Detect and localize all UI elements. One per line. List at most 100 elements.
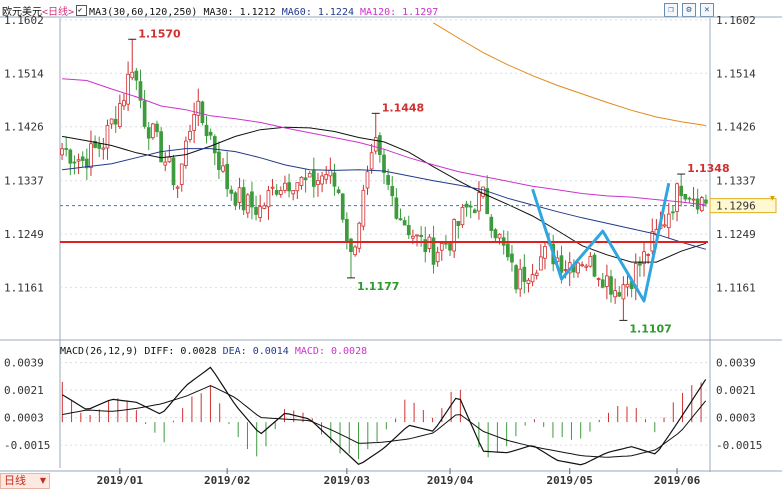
candle-body: [402, 220, 407, 226]
price-tick-left: 1.1337: [4, 175, 44, 188]
date-tick-label: 2019/02: [204, 474, 250, 487]
candle-body: [592, 254, 597, 277]
candle-body: [584, 265, 589, 268]
candle-body: [514, 265, 518, 290]
candle-body: [489, 216, 494, 231]
candle-body: [109, 118, 114, 125]
candle-body: [468, 205, 473, 208]
macd-tick-right: 0.0039: [716, 357, 756, 370]
candle-body: [439, 243, 444, 251]
price-tick-left: 1.1161: [4, 282, 44, 295]
period-tab[interactable]: 日线 ▼: [0, 473, 50, 489]
candle-body: [233, 192, 238, 206]
candle-body: [431, 237, 436, 265]
candle-body: [200, 101, 205, 124]
candle-body: [419, 235, 423, 238]
date-tick-label: 2019/04: [427, 474, 474, 487]
ma-label: MA3(30,60,120,250): [89, 7, 198, 18]
period-label[interactable]: <日线>: [42, 7, 75, 18]
candle-body: [113, 118, 118, 125]
candle-body: [179, 163, 184, 185]
ma30-value: MA30: 1.1212: [203, 7, 276, 18]
bottom-bar: 日线 ▼: [0, 472, 782, 490]
price-tick-right: 1.1514: [716, 67, 756, 80]
candle-body: [204, 124, 209, 137]
macd-tick-right: 0.0021: [716, 384, 756, 397]
settings-icon[interactable]: ⚙: [682, 3, 696, 17]
macd-tick-left: -0.0015: [4, 439, 50, 452]
candle-body: [481, 186, 485, 197]
candle-body: [303, 177, 308, 181]
candle-body: [642, 251, 646, 264]
candle-body: [538, 256, 543, 271]
candle-body: [283, 182, 287, 191]
candle-body: [163, 161, 168, 166]
candle-body: [390, 186, 395, 197]
candle-body: [64, 148, 69, 150]
candle-body: [621, 284, 626, 300]
price-tick-left: 1.1249: [4, 228, 44, 241]
candle-body: [683, 193, 688, 200]
macd-line-dea: [62, 385, 707, 458]
candle-body: [596, 278, 601, 280]
candle-body: [588, 256, 593, 267]
candle-body: [76, 159, 81, 162]
candle-body: [617, 292, 622, 297]
macd-tick-left: 0.0021: [4, 384, 44, 397]
candle-body: [435, 251, 440, 263]
candle-body: [126, 73, 130, 105]
price-tick-right: 1.1426: [716, 121, 756, 134]
candle-body: [505, 243, 510, 258]
caret-down-icon[interactable]: ▼: [39, 476, 46, 485]
candle-body: [671, 211, 675, 214]
macd-layer: [61, 366, 707, 466]
candle-body: [373, 137, 378, 152]
candle-body: [278, 190, 283, 195]
ma-settings-icon[interactable]: ✔: [76, 5, 88, 16]
candle-body: [324, 173, 329, 180]
candle-body: [369, 152, 374, 170]
ma-line-ma250: [433, 22, 706, 126]
candle-body: [328, 169, 333, 177]
candle-body: [118, 103, 122, 128]
candle-body: [526, 279, 531, 284]
candle-body: [217, 151, 221, 170]
candle-body: [394, 197, 399, 219]
macd-tick-right: -0.0015: [716, 439, 762, 452]
candle-body: [411, 235, 415, 239]
candle-body: [311, 170, 316, 187]
candle-body: [122, 100, 126, 107]
candle-body: [229, 189, 234, 194]
candle-body: [237, 187, 242, 203]
dea-value: DEA: 0.0014: [222, 346, 289, 357]
moving-average-layer: [60, 22, 708, 303]
price-tick-right: 1.1602: [716, 14, 756, 27]
candle-body: [415, 234, 419, 237]
candle-body: [485, 188, 490, 215]
candle-body: [576, 262, 580, 274]
candle-body: [299, 176, 304, 186]
candle-body: [386, 175, 390, 185]
diff-value: DIFF: 0.0028: [144, 346, 217, 357]
date-tick-label: 2019/05: [547, 474, 593, 487]
candle-body: [270, 186, 275, 189]
candle-body: [184, 140, 188, 166]
extreme-label: 1.1107: [629, 322, 671, 335]
candle-body: [138, 81, 143, 101]
candle-body: [155, 123, 159, 133]
candle-body: [353, 246, 357, 256]
ma-line-ma60: [62, 148, 707, 250]
price-tick-left: 1.1514: [4, 67, 44, 80]
candle-body: [130, 71, 135, 79]
candle-body: [84, 158, 89, 169]
candle-body: [258, 206, 263, 218]
candle-body: [336, 189, 341, 194]
candle-body: [675, 183, 679, 212]
candle-body: [287, 182, 291, 192]
main-chart-header: 欧元美元<日线> ✔ MA3(30,60,120,250) MA30: 1.1212…: [2, 3, 438, 18]
candle-body: [406, 225, 411, 236]
candle-body: [146, 127, 151, 139]
candle-body: [332, 172, 337, 187]
